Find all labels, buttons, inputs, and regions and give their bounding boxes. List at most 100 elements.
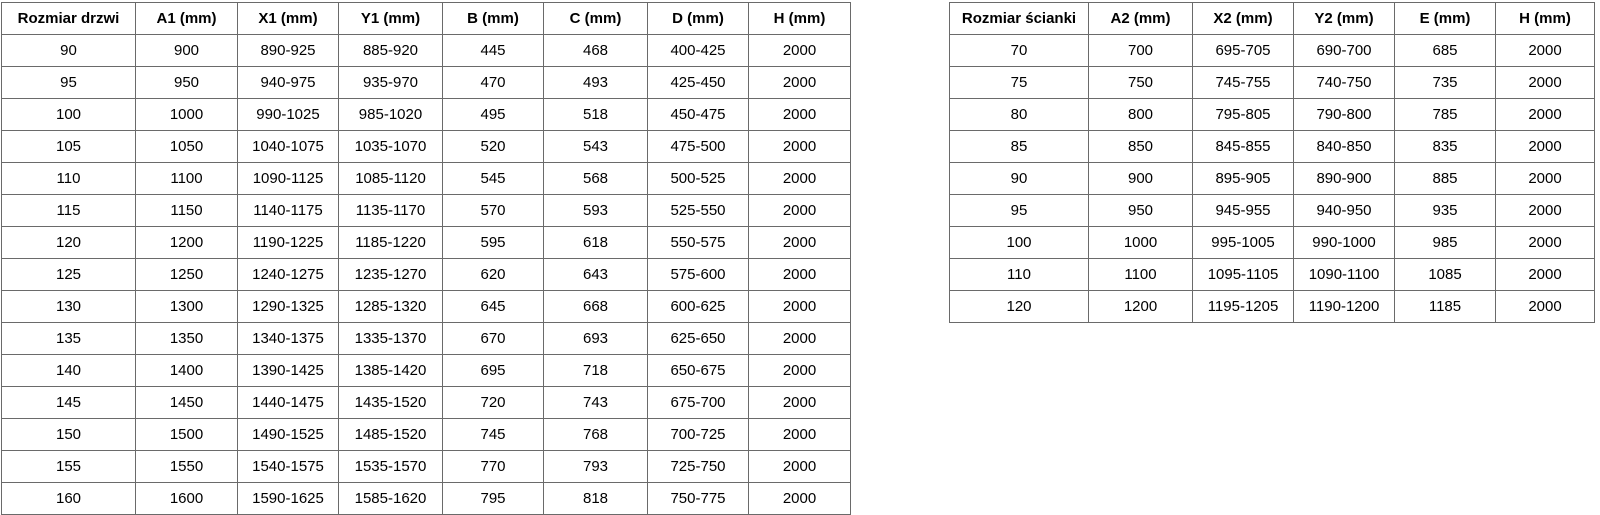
table-cell: 885 xyxy=(1394,162,1496,195)
column-header: Y1 (mm) xyxy=(338,2,443,35)
table-cell: 1085 xyxy=(1394,258,1496,291)
table-cell: 1490-1525 xyxy=(237,418,339,451)
table-cell: 1200 xyxy=(135,226,238,259)
table-cell: 95 xyxy=(1,66,136,99)
table-cell: 1185 xyxy=(1394,290,1496,323)
table-cell: 1285-1320 xyxy=(338,290,443,323)
table-cell: 2000 xyxy=(1495,130,1595,163)
table-cell: 1535-1570 xyxy=(338,450,443,483)
table-row: 130 1300 1290-1325 1285-1320 645 668 600-625 20… xyxy=(1,290,851,323)
table-cell: 750 xyxy=(1088,66,1193,99)
table-cell: 935-970 xyxy=(338,66,443,99)
table-cell: 2000 xyxy=(1495,290,1595,323)
table-cell: 770 xyxy=(442,450,544,483)
table-cell: 1100 xyxy=(135,162,238,195)
table-cell: 1100 xyxy=(1088,258,1193,291)
table-cell: 670 xyxy=(442,322,544,355)
table-cell: 110 xyxy=(1,162,136,195)
wall-size-table-body: 70 700 695-705 690-700 685 2000 75 750 745-755 74… xyxy=(949,34,1595,323)
wall-size-table-header: Rozmiar ścianki A2 (mm) X2 (mm) Y2 (mm) E (m… xyxy=(949,2,1595,35)
table-cell: 1400 xyxy=(135,354,238,387)
header-row: Rozmiar drzwi A1 (mm) X1 (mm) Y1 (mm) B (mm)… xyxy=(1,2,851,35)
table-cell: 1095-1105 xyxy=(1192,258,1294,291)
table-cell: 600-625 xyxy=(647,290,749,323)
table-cell: 1140-1175 xyxy=(237,194,339,227)
table-cell: 1500 xyxy=(135,418,238,451)
table-row: 110 1100 1090-1125 1085-1120 545 568 500-525 20… xyxy=(1,162,851,195)
door-size-table-header: Rozmiar drzwi A1 (mm) X1 (mm) Y1 (mm) B (mm)… xyxy=(1,2,851,35)
table-cell: 1540-1575 xyxy=(237,450,339,483)
table-row: 160 1600 1590-1625 1585-1620 795 818 750-775 20… xyxy=(1,482,851,515)
door-size-table: Rozmiar drzwi A1 (mm) X1 (mm) Y1 (mm) B (mm)… xyxy=(1,2,851,515)
table-cell: 2000 xyxy=(748,194,851,227)
table-cell: 768 xyxy=(543,418,648,451)
table-cell: 90 xyxy=(949,162,1089,195)
table-cell: 1300 xyxy=(135,290,238,323)
table-row: 155 1550 1540-1575 1535-1570 770 793 725-750 20… xyxy=(1,450,851,483)
table-cell: 468 xyxy=(543,34,648,67)
table-cell: 990-1025 xyxy=(237,98,339,131)
table-cell: 75 xyxy=(949,66,1089,99)
table-cell: 1040-1075 xyxy=(237,130,339,163)
table-cell: 695 xyxy=(442,354,544,387)
table-cell: 1450 xyxy=(135,386,238,419)
table-row: 120 1200 1195-1205 1190-1200 1185 2000 xyxy=(949,290,1595,323)
table-cell: 470 xyxy=(442,66,544,99)
table-cell: 995-1005 xyxy=(1192,226,1294,259)
table-cell: 2000 xyxy=(1495,258,1595,291)
column-header: Rozmiar drzwi xyxy=(1,2,136,35)
table-cell: 2000 xyxy=(1495,226,1595,259)
table-cell: 1590-1625 xyxy=(237,482,339,515)
table-cell: 110 xyxy=(949,258,1089,291)
table-row: 110 1100 1095-1105 1090-1100 1085 2000 xyxy=(949,258,1595,291)
table-cell: 818 xyxy=(543,482,648,515)
table-cell: 845-855 xyxy=(1192,130,1294,163)
table-cell: 570 xyxy=(442,194,544,227)
column-header: A1 (mm) xyxy=(135,2,238,35)
table-cell: 100 xyxy=(1,98,136,131)
table-cell: 850 xyxy=(1088,130,1193,163)
table-row: 120 1200 1190-1225 1185-1220 595 618 550-575 20… xyxy=(1,226,851,259)
table-row: 85 850 845-855 840-850 835 2000 xyxy=(949,130,1595,163)
table-cell: 1090-1100 xyxy=(1293,258,1395,291)
table-cell: 85 xyxy=(949,130,1089,163)
table-cell: 835 xyxy=(1394,130,1496,163)
table-cell: 450-475 xyxy=(647,98,749,131)
column-header: E (mm) xyxy=(1394,2,1496,35)
table-cell: 155 xyxy=(1,450,136,483)
table-cell: 95 xyxy=(949,194,1089,227)
table-row: 95 950 945-955 940-950 935 2000 xyxy=(949,194,1595,227)
table-row: 90 900 895-905 890-900 885 2000 xyxy=(949,162,1595,195)
table-cell: 700-725 xyxy=(647,418,749,451)
table-cell: 690-700 xyxy=(1293,34,1395,67)
table-row: 150 1500 1490-1525 1485-1520 745 768 700-725 20… xyxy=(1,418,851,451)
table-cell: 1050 xyxy=(135,130,238,163)
table-cell: 900 xyxy=(135,34,238,67)
table-cell: 885-920 xyxy=(338,34,443,67)
table-row: 140 1400 1390-1425 1385-1420 695 718 650-675 20… xyxy=(1,354,851,387)
table-row: 70 700 695-705 690-700 685 2000 xyxy=(949,34,1595,67)
table-cell: 90 xyxy=(1,34,136,67)
table-cell: 693 xyxy=(543,322,648,355)
table-row: 75 750 745-755 740-750 735 2000 xyxy=(949,66,1595,99)
table-cell: 785 xyxy=(1394,98,1496,131)
table-cell: 735 xyxy=(1394,66,1496,99)
table-row: 90 900 890-925 885-920 445 468 400-425 2000 xyxy=(1,34,851,67)
table-cell: 743 xyxy=(543,386,648,419)
table-cell: 100 xyxy=(949,226,1089,259)
table-cell: 520 xyxy=(442,130,544,163)
table-cell: 140 xyxy=(1,354,136,387)
table-cell: 2000 xyxy=(748,482,851,515)
column-header: X2 (mm) xyxy=(1192,2,1294,35)
table-cell: 125 xyxy=(1,258,136,291)
column-header: C (mm) xyxy=(543,2,648,35)
table-cell: 643 xyxy=(543,258,648,291)
table-cell: 400-425 xyxy=(647,34,749,67)
table-cell: 618 xyxy=(543,226,648,259)
column-header: H (mm) xyxy=(748,2,851,35)
table-cell: 2000 xyxy=(748,354,851,387)
table-cell: 145 xyxy=(1,386,136,419)
table-cell: 1250 xyxy=(135,258,238,291)
table-row: 95 950 940-975 935-970 470 493 425-450 2000 xyxy=(1,66,851,99)
table-cell: 2000 xyxy=(1495,34,1595,67)
